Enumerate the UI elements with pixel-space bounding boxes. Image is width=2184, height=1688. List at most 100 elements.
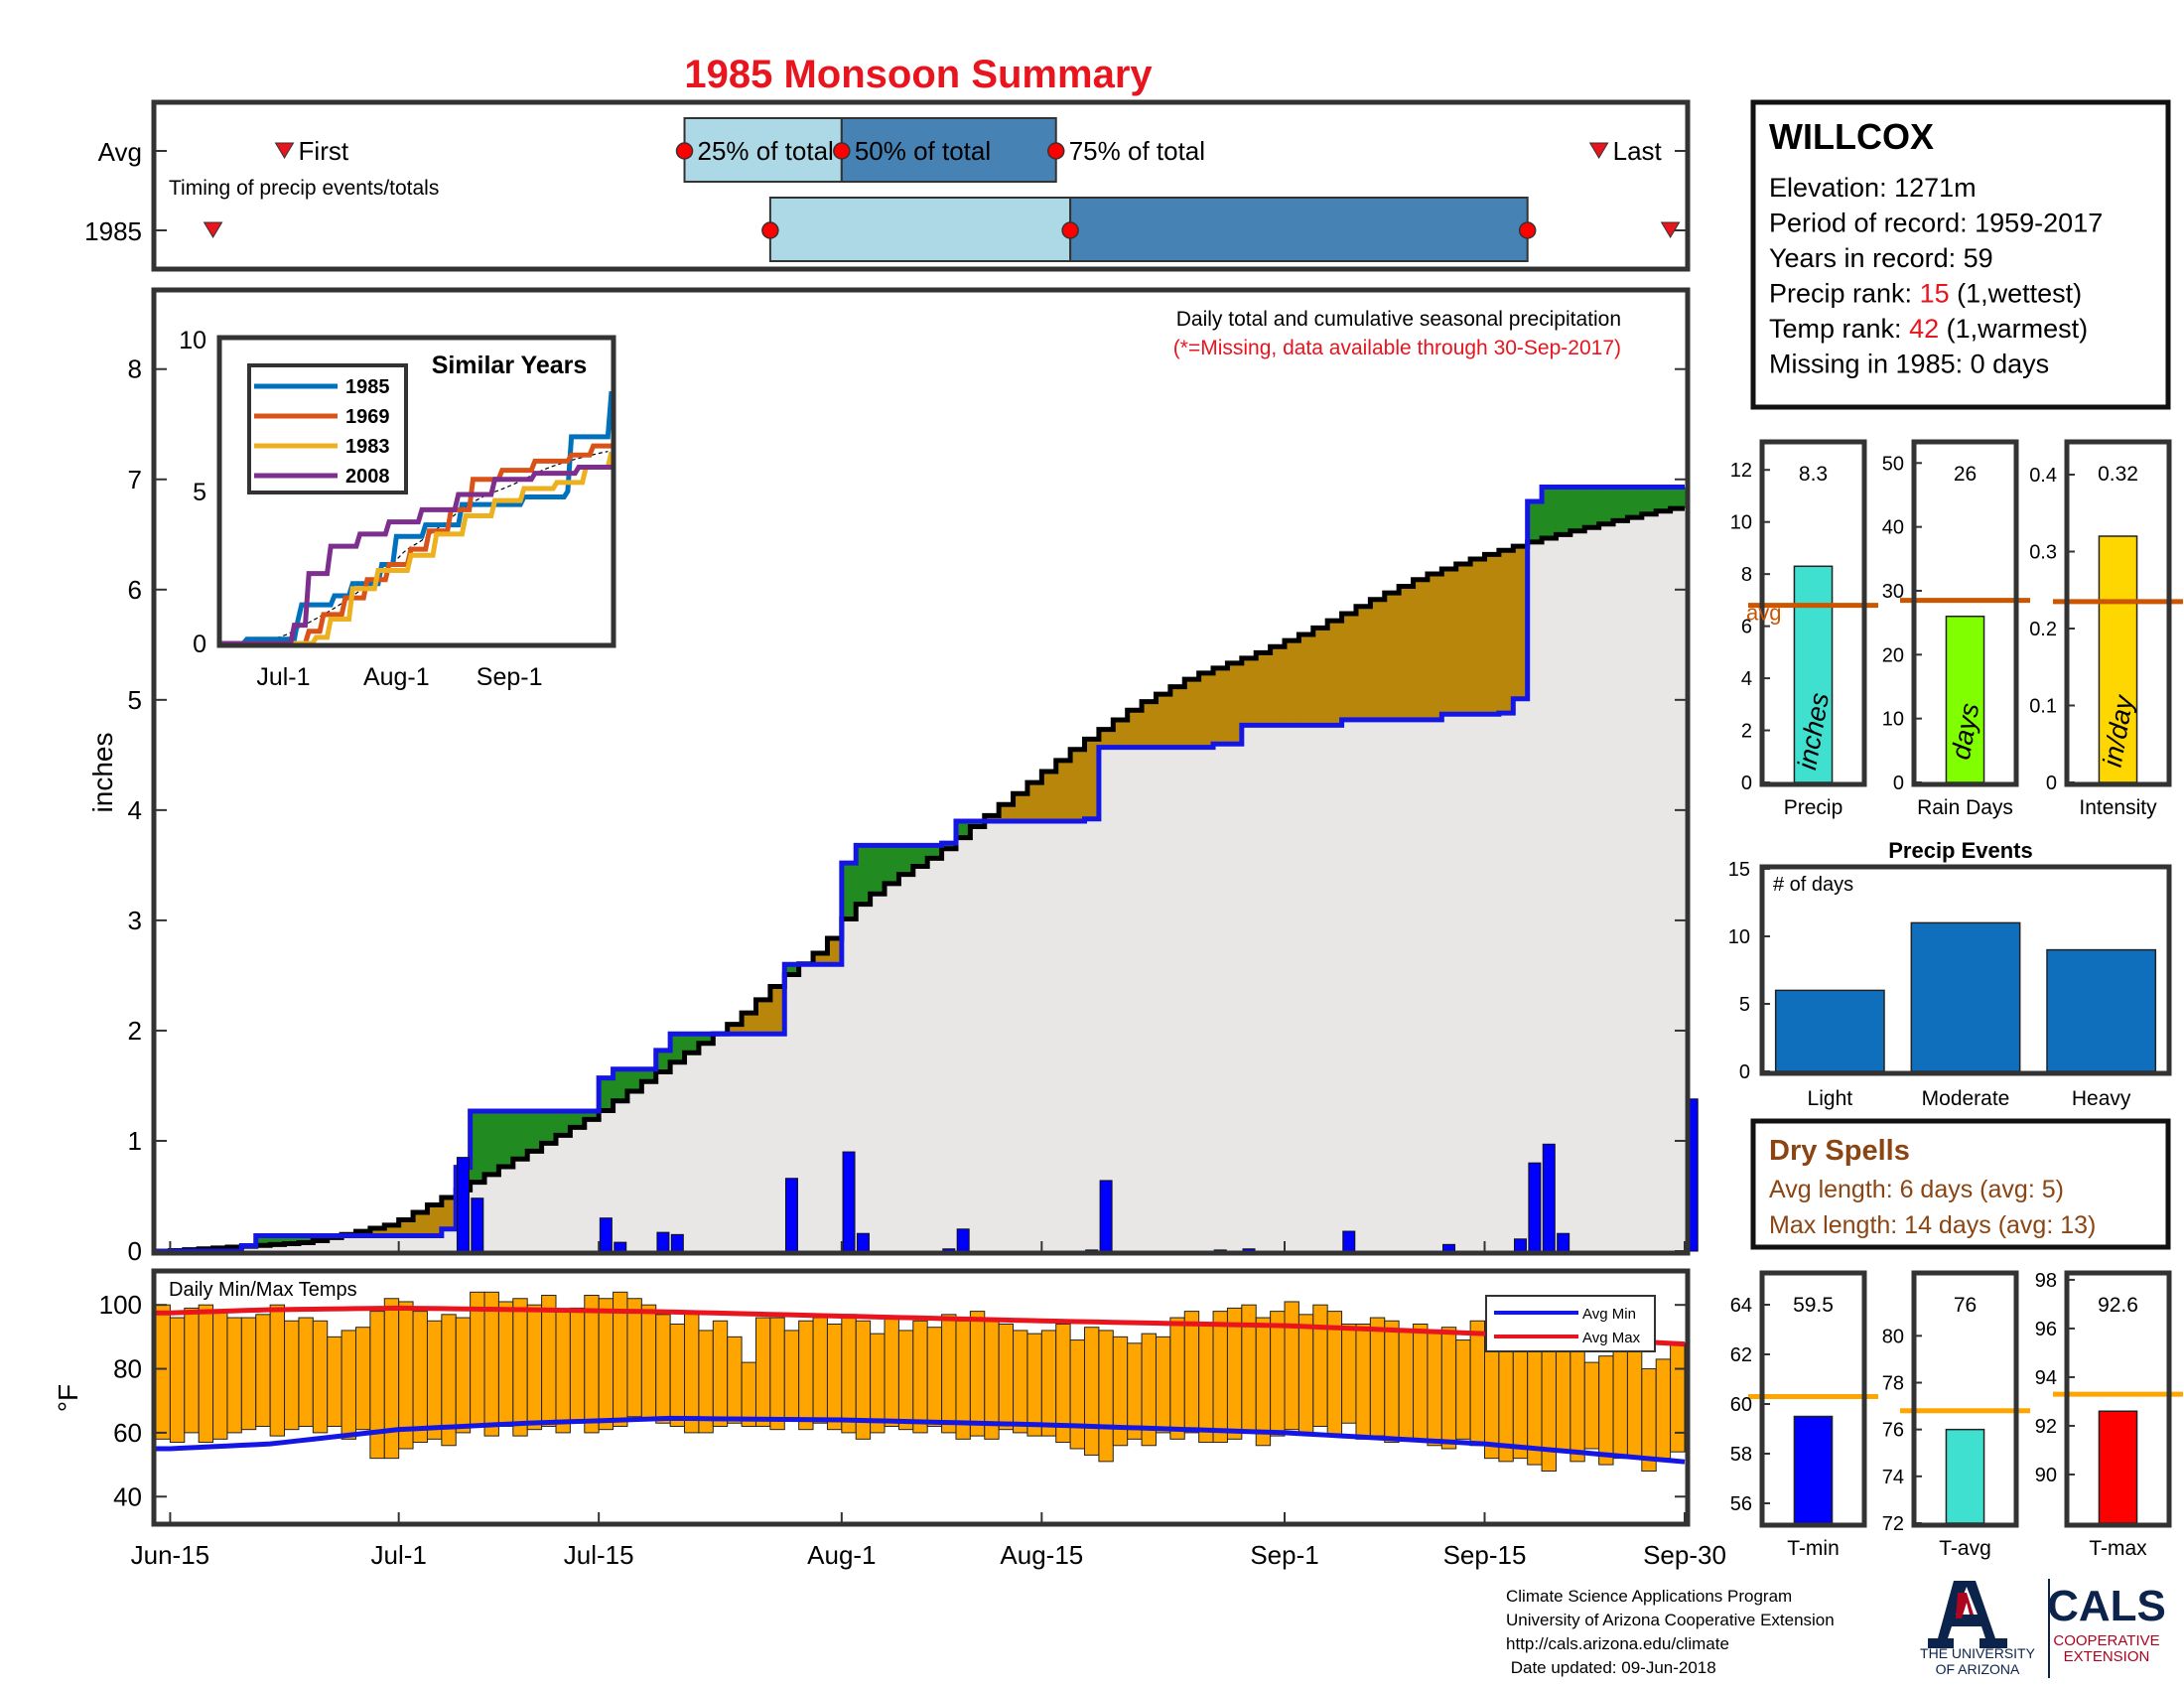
daily-temp-range-bar: [769, 1317, 785, 1431]
ytick-label: 64: [1730, 1295, 1752, 1317]
xtick-label: Sep-30: [1643, 1540, 1726, 1570]
above-average-area: [498, 1110, 514, 1168]
daily-temp-range-bar: [1155, 1336, 1171, 1434]
panel-frame: [2064, 1270, 2172, 1528]
below-average-area: [1312, 628, 1328, 726]
xtick-label: Sep-1: [1250, 1540, 1318, 1570]
daily-temp-range-bar: [1427, 1330, 1442, 1447]
below-average-area: [727, 1024, 743, 1035]
daily-temp-range-bar: [1040, 1330, 1057, 1437]
daily-temp-range-bar: [1098, 1330, 1114, 1463]
above-average-area: [255, 1235, 271, 1246]
main-ytick-label: 3: [128, 906, 142, 935]
station-info-line: Missing in 1985: 0 days: [1769, 350, 2049, 379]
ytick-label: 58: [1730, 1444, 1752, 1466]
dry-spells-frame: [1750, 1118, 2171, 1250]
above-average-area: [313, 1235, 329, 1241]
event-bar-heavy: [2046, 948, 2157, 1072]
ytick-label: 12: [1730, 460, 1752, 482]
daily-temp-range-bar: [412, 1311, 428, 1444]
below-average-area: [1413, 579, 1429, 720]
daily-temp-range-bar: [783, 1330, 800, 1421]
above-average-area: [912, 845, 928, 867]
events-ytick-label: 10: [1728, 926, 1750, 948]
panel-title: Rain Days: [1917, 796, 2013, 819]
above-average-area: [670, 1034, 686, 1062]
ytick-label: 0.2: [2029, 619, 2057, 640]
daily-temp-range-bar: [640, 1304, 657, 1421]
panel-frame: [1911, 1270, 2019, 1528]
daily-temp-range-bar: [841, 1314, 857, 1434]
below-average-area: [1399, 586, 1415, 720]
inset-legend-label-2008: 2008: [345, 466, 390, 488]
panel-frame: [2064, 439, 2172, 787]
avg-min-temp-line: [156, 1415, 1686, 1465]
daily-precip-bar: [1542, 1143, 1556, 1252]
daily-temp-range-bar: [826, 1323, 843, 1431]
timing-1985-first-triangle: [203, 221, 223, 238]
inset-xtick-label: Jul-1: [256, 663, 310, 691]
above-average-area: [555, 1110, 571, 1136]
events-ylabel: # of days: [1773, 874, 1853, 896]
above-average-area: [1584, 487, 1600, 528]
value-bar: [1945, 615, 1985, 783]
daily-temp-range-bar: [354, 1327, 371, 1431]
panel-frame: [1759, 1270, 1867, 1528]
value-bar: [1945, 1428, 1985, 1524]
daily-temp-range-bar: [969, 1311, 986, 1437]
timing-1985-marker-50: [1061, 221, 1079, 239]
above-average-area: [698, 1034, 714, 1044]
above-average-area: [856, 845, 872, 905]
average-cumulative-line: [156, 505, 1685, 1254]
below-average-area: [813, 953, 829, 965]
below-average-area: [1098, 729, 1114, 748]
small-panel-t-max: 90 92 94 96 98 92.6 T-max: [2035, 1270, 2183, 1560]
station-info-line: Temp rank: 42 (1,warmest): [1769, 314, 2088, 344]
daily-temp-range-bar: [897, 1330, 914, 1431]
ytick-label: 56: [1730, 1493, 1752, 1515]
value-bar: [1793, 1415, 1834, 1524]
events-title: Precip Events: [1888, 838, 2033, 863]
daily-temp-range-bar: [569, 1307, 586, 1424]
dry-spells-avg: Avg length: 6 days (avg: 5): [1769, 1176, 2064, 1203]
daily-temp-range-bar: [455, 1317, 472, 1434]
cals-wordmark: CALS: [2047, 1582, 2166, 1630]
daily-temp-range-bar: [541, 1295, 557, 1427]
daily-temp-range-bar: [798, 1320, 814, 1431]
timing-label-25: 25% of total: [698, 136, 834, 166]
daily-temp-range-bar: [526, 1304, 543, 1431]
timing-frame: [151, 99, 1691, 272]
main-ytick-label: 6: [128, 575, 142, 605]
xtick-label: Jul-1: [370, 1540, 426, 1570]
below-average-area: [1227, 662, 1243, 745]
below-average-area: [1341, 613, 1357, 720]
daily-temp-range-bar: [870, 1333, 886, 1434]
daily-precip-bar: [956, 1228, 970, 1252]
ytick-label: 20: [1882, 644, 1904, 666]
daily-temp-range-bar: [884, 1317, 899, 1427]
temp-ytick-label: 80: [113, 1354, 142, 1384]
daily-temp-range-bar: [1183, 1311, 1200, 1434]
ytick-label: 10: [1882, 709, 1904, 731]
below-average-area: [1470, 558, 1486, 715]
main-ytick-label: 1: [128, 1126, 142, 1156]
xtick-label: Jun-15: [131, 1540, 210, 1570]
value-label: 92.6: [2098, 1294, 2138, 1317]
timing-avg-last-triangle: [1588, 142, 1609, 159]
below-average-area: [1370, 599, 1386, 720]
inset-xtick-label: Sep-1: [477, 663, 543, 691]
inset-ytick-label: 0: [193, 631, 206, 658]
daily-temp-range-bar: [1069, 1339, 1086, 1450]
daily-temp-range-bar: [483, 1291, 499, 1437]
below-average-area: [769, 986, 785, 1035]
daily-temp-range-bar: [1169, 1317, 1185, 1440]
main-ytick-label: 7: [128, 465, 142, 494]
ua-a-icon: [1928, 1581, 2007, 1648]
events-ytick-label: 5: [1739, 994, 1750, 1016]
below-average-area: [427, 1204, 443, 1236]
panel-title: T-max: [2089, 1537, 2147, 1560]
event-category-label: Moderate: [1922, 1087, 2010, 1110]
below-average-area: [1484, 554, 1500, 715]
